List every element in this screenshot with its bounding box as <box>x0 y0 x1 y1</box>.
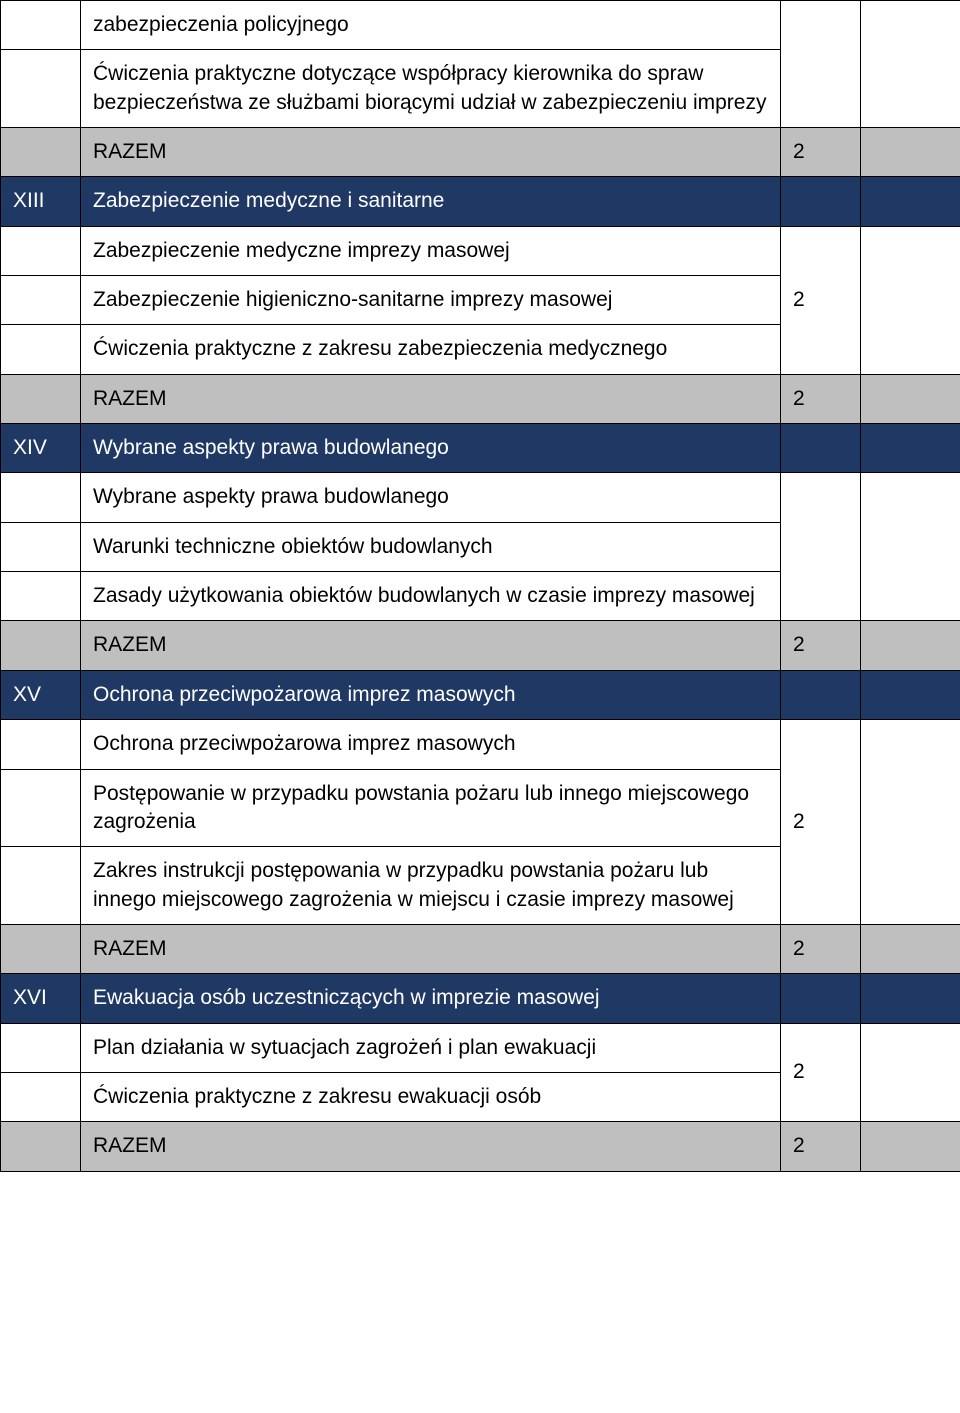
row-value <box>781 670 861 719</box>
table-row: Zabezpieczenie medyczne imprezy masowej … <box>1 226 960 275</box>
section-number: XVI <box>1 974 81 1023</box>
row-content: Ćwiczenia praktyczne dotyczące współprac… <box>81 50 781 128</box>
section-header: XV Ochrona przeciwpożarowa imprez masowy… <box>1 670 960 719</box>
row-content: RAZEM <box>81 924 781 973</box>
row-number <box>1 1023 81 1072</box>
row-number <box>1 276 81 325</box>
row-value: 2 <box>781 128 861 177</box>
row-content: Zasady użytkowania obiektów budowlanych … <box>81 572 781 621</box>
row-content: Plan działania w sytuacjach zagrożeń i p… <box>81 1023 781 1072</box>
row-content: Warunki techniczne obiektów budowlanych <box>81 522 781 571</box>
row-value: 2 <box>781 226 861 374</box>
row-value <box>781 177 861 226</box>
table-row-total: RAZEM 2 <box>1 128 960 177</box>
row-value <box>781 473 861 621</box>
row-extra <box>861 924 960 973</box>
row-extra <box>861 974 960 1023</box>
row-number <box>1 769 81 847</box>
row-value: 2 <box>781 1122 861 1171</box>
row-content: RAZEM <box>81 621 781 670</box>
row-number <box>1 226 81 275</box>
row-number <box>1 572 81 621</box>
row-value: 2 <box>781 720 861 925</box>
row-number <box>1 374 81 423</box>
row-number <box>1 473 81 522</box>
table-row-total: RAZEM 2 <box>1 621 960 670</box>
section-header: XVI Ewakuacja osób uczestniczących w imp… <box>1 974 960 1023</box>
row-value <box>781 424 861 473</box>
row-content: RAZEM <box>81 1122 781 1171</box>
row-content: Zakres instrukcji postępowania w przypad… <box>81 847 781 925</box>
row-number <box>1 621 81 670</box>
row-extra <box>861 226 960 374</box>
table-row: zabezpieczenia policyjnego <box>1 1 960 50</box>
row-number <box>1 720 81 769</box>
section-title: Wybrane aspekty prawa budowlanego <box>81 424 781 473</box>
row-content: zabezpieczenia policyjnego <box>81 1 781 50</box>
table-row: Wybrane aspekty prawa budowlanego <box>1 473 960 522</box>
row-value <box>781 1 861 128</box>
section-title: Ewakuacja osób uczestniczących w imprezi… <box>81 974 781 1023</box>
row-number <box>1 128 81 177</box>
row-content: Postępowanie w przypadku powstania pożar… <box>81 769 781 847</box>
section-header: XIV Wybrane aspekty prawa budowlanego <box>1 424 960 473</box>
row-number <box>1 522 81 571</box>
row-value: 2 <box>781 621 861 670</box>
row-extra <box>861 128 960 177</box>
row-number <box>1 325 81 374</box>
row-extra <box>861 424 960 473</box>
row-number <box>1 1072 81 1121</box>
table-row-total: RAZEM 2 <box>1 1122 960 1171</box>
row-extra <box>861 177 960 226</box>
row-value: 2 <box>781 1023 861 1122</box>
row-content: Ćwiczenia praktyczne z zakresu zabezpiec… <box>81 325 781 374</box>
table-row: Ochrona przeciwpożarowa imprez masowych … <box>1 720 960 769</box>
section-title: Zabezpieczenie medyczne i sanitarne <box>81 177 781 226</box>
row-number <box>1 1122 81 1171</box>
row-content: Ćwiczenia praktyczne z zakresu ewakuacji… <box>81 1072 781 1121</box>
row-number <box>1 847 81 925</box>
row-content: Ochrona przeciwpożarowa imprez masowych <box>81 720 781 769</box>
row-extra <box>861 720 960 925</box>
row-extra <box>861 473 960 621</box>
section-number: XIII <box>1 177 81 226</box>
table-row-total: RAZEM 2 <box>1 924 960 973</box>
section-number: XV <box>1 670 81 719</box>
row-extra <box>861 374 960 423</box>
row-value <box>781 974 861 1023</box>
row-extra <box>861 1 960 128</box>
row-content: Wybrane aspekty prawa budowlanego <box>81 473 781 522</box>
row-content: RAZEM <box>81 128 781 177</box>
section-number: XIV <box>1 424 81 473</box>
row-number <box>1 924 81 973</box>
row-extra <box>861 621 960 670</box>
table-row-total: RAZEM 2 <box>1 374 960 423</box>
row-content: Zabezpieczenie medyczne imprezy masowej <box>81 226 781 275</box>
row-extra <box>861 1023 960 1122</box>
section-header: XIII Zabezpieczenie medyczne i sanitarne <box>1 177 960 226</box>
row-value: 2 <box>781 924 861 973</box>
section-title: Ochrona przeciwpożarowa imprez masowych <box>81 670 781 719</box>
row-value: 2 <box>781 374 861 423</box>
row-extra <box>861 670 960 719</box>
row-content: Zabezpieczenie higieniczno-sanitarne imp… <box>81 276 781 325</box>
row-number <box>1 50 81 128</box>
table-row: Plan działania w sytuacjach zagrożeń i p… <box>1 1023 960 1072</box>
row-content: RAZEM <box>81 374 781 423</box>
row-number <box>1 1 81 50</box>
row-extra <box>861 1122 960 1171</box>
curriculum-table: zabezpieczenia policyjnego Ćwiczenia pra… <box>0 0 960 1172</box>
